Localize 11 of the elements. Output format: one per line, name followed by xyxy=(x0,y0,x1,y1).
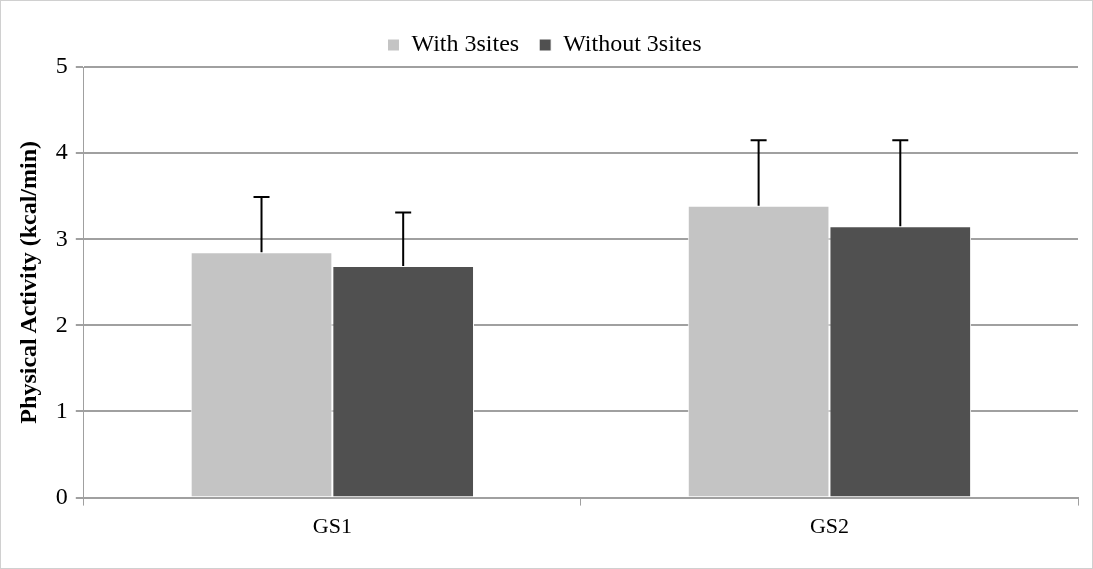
x-tick-label: GS2 xyxy=(809,512,850,538)
y-tick-label: 2 xyxy=(55,310,68,337)
y-tick-label: 0 xyxy=(55,482,68,509)
legend-label: Without 3sites xyxy=(563,30,702,57)
legend-label: With 3sites xyxy=(411,30,520,57)
y-tick-label: 4 xyxy=(55,138,68,165)
y-axis-title: Physical Activity (kcal/min) xyxy=(14,140,41,424)
y-tick-label: 1 xyxy=(55,396,68,423)
x-tick-label: GS1 xyxy=(312,512,352,538)
y-tick-label: 3 xyxy=(55,224,68,251)
y-tick-label: 5 xyxy=(55,52,68,79)
